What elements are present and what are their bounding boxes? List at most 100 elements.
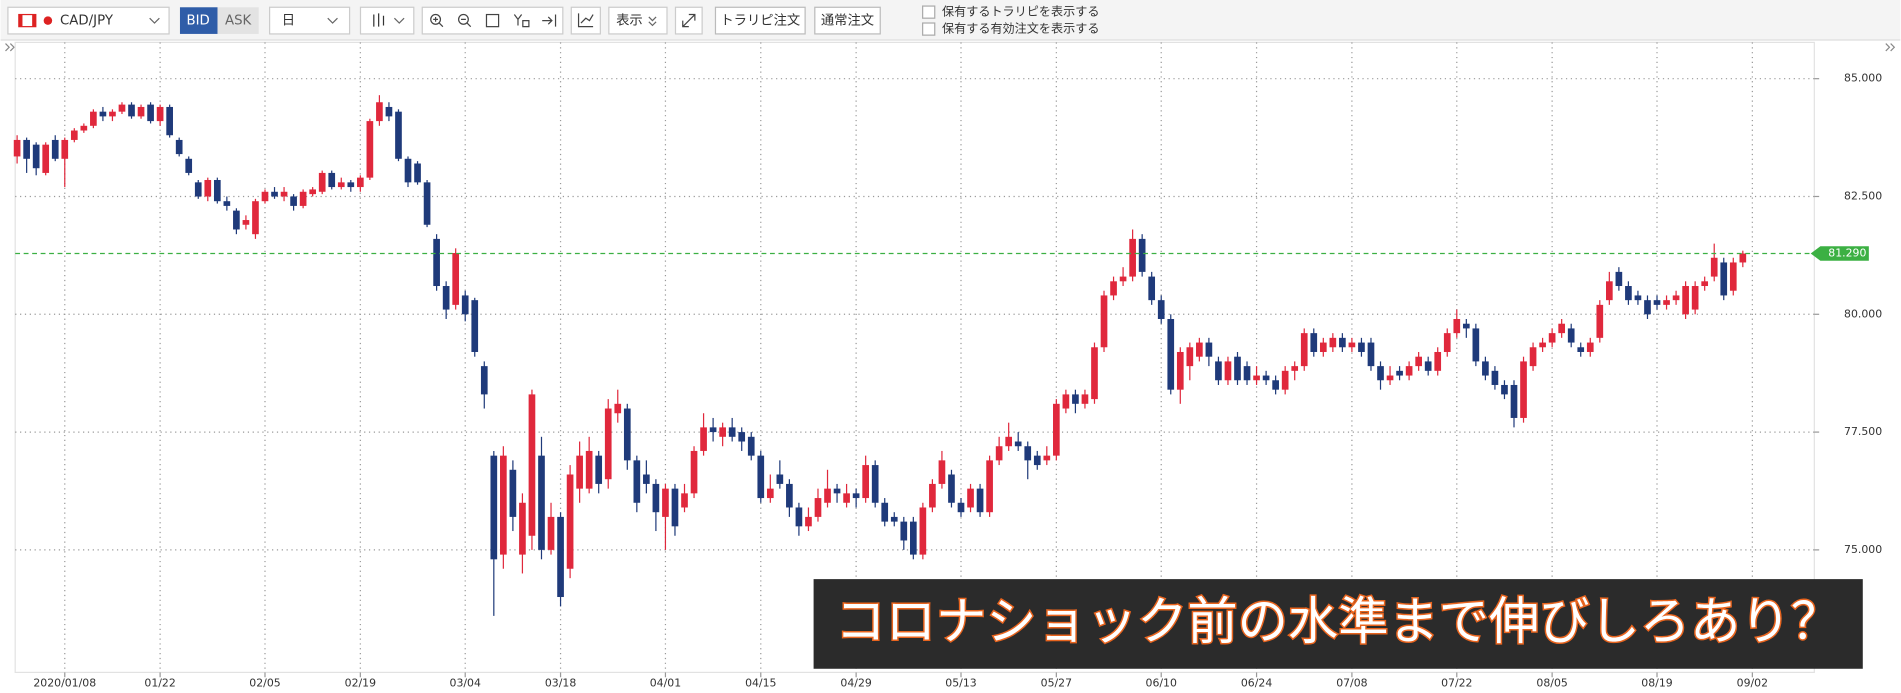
candle-body xyxy=(890,516,898,522)
collapse-right[interactable] xyxy=(1885,43,1896,52)
checkbox-trarip[interactable]: 保有するトラリピを表示する xyxy=(922,5,1100,19)
candle-body xyxy=(643,474,650,484)
candle-body xyxy=(1691,286,1699,310)
candle-body xyxy=(528,394,536,536)
candle-body xyxy=(500,455,507,555)
ask-button[interactable]: ASK xyxy=(217,7,259,34)
x-tick-label: 07/08 xyxy=(1336,676,1367,689)
display-label: 表示 xyxy=(616,13,643,29)
fullscreen-button[interactable] xyxy=(674,6,703,35)
candle-body xyxy=(938,460,946,484)
candle-body xyxy=(1024,446,1032,461)
candle-body xyxy=(700,427,707,451)
y-tick-label: 75.000 xyxy=(1844,543,1882,556)
candle-body xyxy=(671,488,679,527)
candle-body xyxy=(156,106,164,122)
current-price-label: 81.290 xyxy=(1828,247,1866,260)
candle-body xyxy=(147,104,154,122)
candle-body xyxy=(786,483,793,508)
timeframe-select[interactable]: 日 xyxy=(269,6,351,35)
candle-body xyxy=(1319,342,1327,352)
candle-body xyxy=(213,179,221,202)
candle-body xyxy=(709,427,717,433)
candle-body xyxy=(1339,337,1346,348)
normal-order-button[interactable]: 通常注文 xyxy=(814,6,881,35)
collapse-left[interactable] xyxy=(5,43,15,52)
candle-body xyxy=(1596,304,1604,338)
bid-label: BID xyxy=(186,14,209,29)
trarip-order-button[interactable]: トラリピ注文 xyxy=(714,6,806,35)
candle-body xyxy=(1014,441,1022,447)
candle-body xyxy=(1005,436,1013,447)
candle-body xyxy=(824,488,831,503)
candle-body xyxy=(290,196,297,206)
x-tick-label: 04/29 xyxy=(840,676,871,689)
candle-body xyxy=(1100,295,1108,348)
candle-body xyxy=(1215,361,1222,381)
candle-body xyxy=(1424,361,1432,371)
candle-body xyxy=(1720,262,1728,296)
candle-body xyxy=(690,450,698,494)
candle-body xyxy=(1329,337,1337,348)
candle-body xyxy=(623,408,631,461)
candle-body xyxy=(1710,257,1718,277)
candle-body xyxy=(442,286,450,310)
candle-body xyxy=(1577,347,1585,352)
candle-body xyxy=(681,493,688,508)
checkbox-orders[interactable]: 保有する有効注文を表示する xyxy=(922,21,1100,36)
bid-button[interactable]: BID xyxy=(179,7,218,34)
candle-body xyxy=(1405,366,1413,376)
candle-body xyxy=(614,403,622,414)
candle-body xyxy=(1119,276,1127,282)
candle-body xyxy=(233,210,240,230)
tool-icons[interactable] xyxy=(421,6,601,35)
candle-body xyxy=(547,516,555,550)
candle-body xyxy=(1510,384,1518,418)
candle-body xyxy=(242,220,250,225)
candle-body xyxy=(471,300,479,352)
ask-label: ASK xyxy=(225,14,253,29)
x-tick-label: 07/22 xyxy=(1441,676,1472,689)
candle-body xyxy=(423,182,431,225)
annotation-box xyxy=(813,579,1863,669)
candle-body xyxy=(385,106,393,117)
pair-select[interactable]: CAD/JPY xyxy=(7,6,170,35)
candle-body xyxy=(1396,370,1403,376)
candle-body xyxy=(1539,342,1546,348)
candle-body xyxy=(1310,333,1318,352)
candle-body xyxy=(1367,342,1375,367)
x-tick-label: 08/19 xyxy=(1641,676,1672,689)
candle-body xyxy=(80,125,88,131)
candle-body xyxy=(909,521,917,555)
x-tick-label: 09/02 xyxy=(1737,676,1768,689)
candle-body xyxy=(414,163,421,183)
candle-body xyxy=(1033,455,1041,466)
y-tick-label: 85.000 xyxy=(1844,72,1882,85)
candle-body xyxy=(175,139,183,155)
candle-body xyxy=(280,191,288,197)
candle-body xyxy=(929,483,936,508)
candle-body xyxy=(1739,253,1747,263)
candle-body xyxy=(1272,380,1279,390)
candle-body xyxy=(1482,361,1489,376)
candle-body xyxy=(1053,403,1060,456)
candle-body xyxy=(1491,370,1499,385)
x-tick-label: 08/05 xyxy=(1536,676,1567,689)
candle-body xyxy=(1262,375,1270,381)
candle-body xyxy=(61,139,69,159)
checkbox-label: 保有する有効注文を表示する xyxy=(942,21,1099,36)
chart-type-select[interactable] xyxy=(359,6,415,35)
x-tick-label: 03/18 xyxy=(545,676,576,689)
candle-body xyxy=(480,366,488,395)
candle-body xyxy=(366,121,374,178)
candle-body xyxy=(433,238,440,287)
x-tick-label: 03/04 xyxy=(450,676,481,689)
candle-body xyxy=(662,488,669,517)
candle-body xyxy=(1043,455,1051,461)
candle-body xyxy=(843,493,850,503)
display-menu[interactable]: 表示 xyxy=(608,6,668,35)
candle-body xyxy=(1453,319,1461,334)
pair-label: CAD/JPY xyxy=(60,14,114,29)
candle-body xyxy=(1501,384,1508,395)
candle-body xyxy=(1081,394,1089,404)
